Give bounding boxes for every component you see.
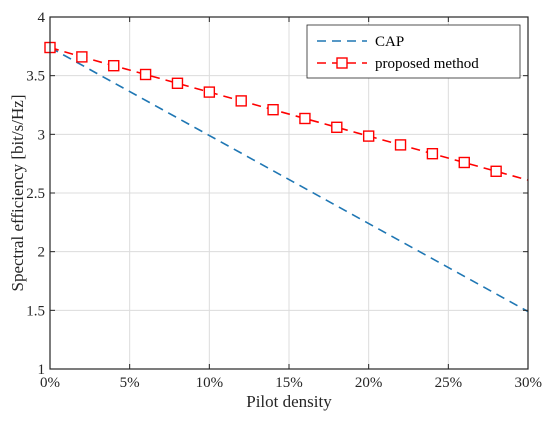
x-tick-label: 15%: [275, 375, 303, 391]
data-point-marker: [76, 51, 88, 63]
x-axis-label: Pilot density: [246, 392, 332, 411]
data-point-marker: [362, 130, 375, 142]
data-point-marker: [331, 121, 343, 133]
data-point-marker: [267, 103, 279, 116]
series-line-cap: [49, 46, 529, 313]
legend-box: [306, 24, 521, 79]
data-point-marker: [299, 112, 311, 125]
data-point-marker: [171, 77, 184, 89]
x-tick-label: 25%: [435, 375, 463, 391]
x-tick-label: 0%: [40, 375, 60, 391]
x-tick-label: 10%: [196, 375, 224, 391]
series-layer: [44, 41, 529, 313]
x-tick-label: 5%: [120, 375, 140, 391]
data-point-marker: [490, 165, 502, 177]
y-tick-label: 1.5: [26, 303, 45, 319]
data-point-marker: [203, 86, 216, 98]
data-point-marker: [426, 147, 439, 160]
x-tick-label: 20%: [355, 375, 383, 391]
data-point-marker: [108, 59, 120, 72]
legend-marker-proposed-method: [336, 57, 348, 69]
x-tick-label: 30%: [515, 375, 543, 391]
y-tick-label: 3: [38, 127, 46, 143]
data-point-marker: [139, 68, 152, 81]
data-point-marker: [458, 156, 470, 169]
data-point-marker: [394, 139, 407, 151]
series-line-proposed-method: [49, 46, 529, 181]
y-axis-label: Spectral efficiency [bit/s/Hz]: [8, 95, 27, 292]
legend-label-proposed-method: proposed method: [375, 56, 479, 72]
y-tick-label: 1: [38, 362, 46, 378]
axis-ticks: 0% 5% 10% 15% 20% 25% 30% 1 1.5 2 2.5 3 3.5 4: [26, 10, 542, 391]
y-tick-label: 2.5: [26, 186, 45, 202]
data-point-marker: [235, 95, 247, 107]
legend: CAP proposed method: [306, 24, 521, 79]
legend-label-cap: CAP: [375, 34, 404, 50]
y-tick-label: 4: [38, 10, 46, 26]
y-tick-label: 3.5: [26, 69, 45, 85]
y-tick-label: 2: [38, 245, 46, 261]
